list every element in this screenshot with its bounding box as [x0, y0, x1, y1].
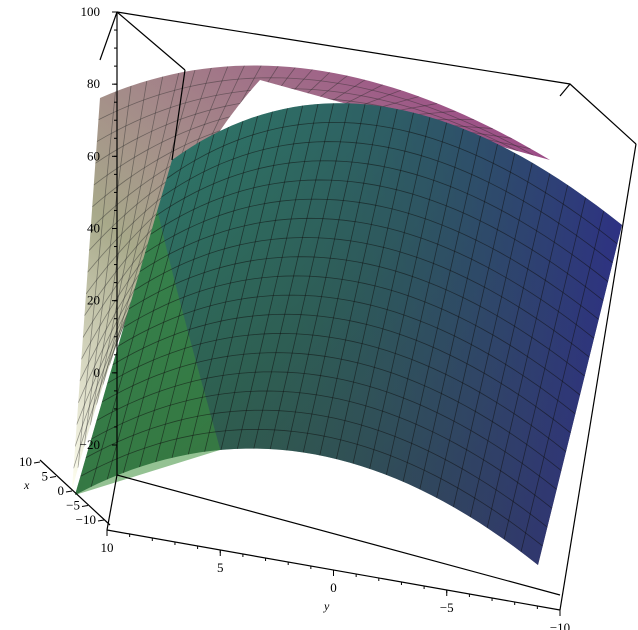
x-tick	[97, 519, 105, 522]
y-tick-label: 10	[101, 540, 114, 555]
grid-line-v	[123, 275, 581, 396]
x-tick-label: 10	[19, 454, 32, 469]
x-tick-label: 5	[42, 469, 49, 484]
z-tick-label: 100	[81, 4, 101, 19]
grid-line-v	[134, 237, 590, 358]
x-axis-ticks	[33, 461, 105, 522]
z-tick-label: 40	[87, 221, 100, 236]
grid-line-v	[107, 333, 567, 452]
grid-line-v	[98, 77, 535, 156]
grid-line-v	[96, 88, 518, 152]
grid-line-u	[83, 85, 132, 447]
grid-line-v	[85, 409, 548, 528]
z-tick-label: −20	[80, 437, 100, 452]
y-axis-ticks	[106, 530, 561, 616]
grid-line-v	[112, 313, 571, 434]
grid-line-u	[77, 91, 116, 468]
x-tick	[33, 461, 41, 464]
x-tick-label: −10	[76, 512, 96, 527]
y-tick-label: 5	[217, 560, 224, 575]
grid-line-v	[128, 256, 585, 377]
grid-line-v	[117, 294, 576, 415]
grid-line-v	[139, 217, 595, 339]
grid-line-v	[80, 429, 543, 547]
x-axis-labels: 10 50−5−10	[19, 454, 96, 527]
grid-line-v	[150, 179, 604, 301]
z-tick-label: 80	[87, 76, 100, 91]
grid-line-v	[90, 390, 553, 509]
z-axis-ticks	[112, 11, 117, 446]
grid-line-v	[101, 352, 562, 471]
y-axis-labels: 10 5 0 −5 −10	[101, 540, 571, 630]
y-tick-label: 0	[330, 580, 337, 595]
grid-line-v	[144, 198, 599, 320]
x-tick	[65, 490, 73, 493]
grid-line-u	[90, 80, 148, 426]
grid-line-u	[109, 69, 196, 366]
grid-line-v	[155, 160, 609, 282]
front-surface-grid	[80, 103, 618, 552]
z-tick-label: 0	[94, 365, 101, 380]
x-tick	[49, 476, 57, 478]
grid-line-u	[96, 76, 164, 405]
x-tick-label: −5	[66, 498, 80, 513]
grid-line-v	[166, 121, 618, 245]
grid-line-u	[102, 72, 180, 385]
x-tick	[81, 505, 89, 507]
grid-line-v	[96, 371, 557, 490]
x-axis-title: x	[23, 478, 30, 492]
z-tick-label: 20	[87, 293, 100, 308]
z-tick-label: 60	[87, 148, 100, 163]
y-axis-title: y	[323, 599, 330, 613]
z-axis-labels: 100 80 60 40 20 0 −20	[80, 4, 100, 452]
x-tick-label: 0	[58, 483, 65, 498]
y-tick-label: −10	[550, 620, 570, 630]
y-tick-label: −5	[440, 600, 454, 615]
grid-line-v	[160, 141, 613, 264]
